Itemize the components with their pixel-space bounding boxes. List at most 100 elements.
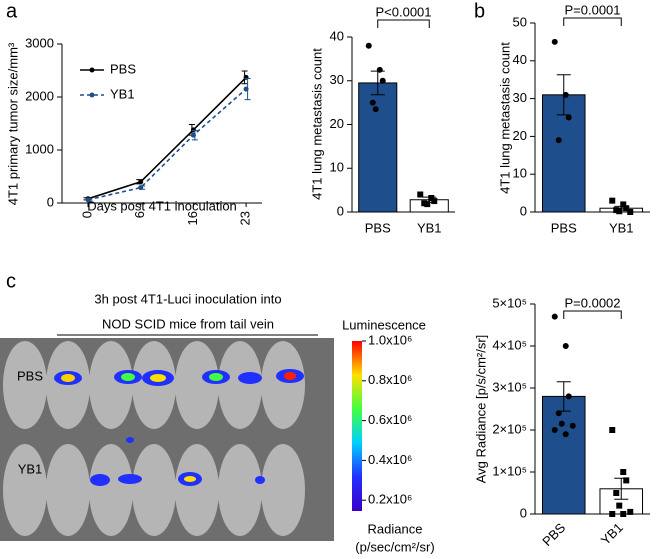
- colorbar-title: Luminescence: [342, 317, 426, 332]
- p-value: P=0.0002: [564, 295, 620, 310]
- bar: [541, 395, 586, 515]
- y-tick-label: 40: [330, 28, 344, 43]
- row-label: PBS: [17, 368, 43, 383]
- line: [87, 76, 247, 200]
- point: [623, 205, 630, 212]
- y-tick-label: 0: [520, 203, 527, 218]
- point: [620, 511, 627, 517]
- significance-bracket: [563, 17, 622, 26]
- colorbar-tick-label: 0.4x10⁶: [368, 452, 412, 467]
- y-tick-label: 0: [47, 194, 54, 209]
- point: [562, 91, 569, 98]
- colorbar: [352, 341, 362, 511]
- panel-label: a: [6, 0, 18, 22]
- x-tick-label: 23: [238, 211, 253, 225]
- y-tick-label: 3000: [25, 35, 54, 50]
- point: [616, 208, 623, 215]
- line: [87, 88, 247, 201]
- point: [372, 106, 379, 113]
- y-tick-label: 30: [513, 90, 527, 105]
- p-value: P=0.0001: [564, 2, 620, 17]
- image-title: NOD SCID mice from tail vein: [102, 316, 274, 331]
- point: [424, 201, 431, 208]
- row-label: YB1: [18, 461, 43, 476]
- point: [555, 410, 562, 417]
- y-tick-label: 5×10⁵: [492, 295, 527, 310]
- y-tick-label: 20: [513, 128, 527, 143]
- panel-label: b: [474, 0, 485, 22]
- point: [565, 114, 572, 121]
- legend-marker: [89, 67, 95, 73]
- y-axis-label: 4T1 lung metastasis count: [497, 42, 512, 194]
- point: [569, 422, 576, 429]
- x-tick-label: PBS: [365, 220, 391, 235]
- colorbar-unit: Radiance: [368, 521, 423, 536]
- bar: [358, 82, 398, 213]
- marker: [138, 185, 144, 191]
- x-tick-label: YB1: [417, 220, 442, 235]
- legend-label: PBS: [110, 61, 136, 76]
- marker: [85, 197, 91, 203]
- y-tick-label: 30: [330, 72, 344, 87]
- y-tick-label: 2×10⁵: [492, 421, 527, 436]
- legend-label: YB1: [110, 86, 135, 101]
- point: [609, 511, 616, 517]
- point: [627, 209, 634, 215]
- point: [428, 195, 435, 201]
- y-tick-label: 40: [513, 52, 527, 67]
- point: [613, 490, 620, 496]
- point: [558, 420, 565, 427]
- y-tick-label: 0: [520, 505, 527, 520]
- y-tick-label: 10: [513, 166, 527, 181]
- x-tick-label: 16: [185, 211, 200, 225]
- y-axis-label: Avg Radiance [p/s/cm²/sr]: [473, 335, 488, 484]
- x-axis-label: Days post 4T1 inoculation: [87, 198, 237, 213]
- point: [609, 197, 616, 204]
- y-tick-label: 1000: [25, 141, 54, 156]
- x-tick-label: YB1: [609, 220, 634, 235]
- colorbar-unit: (p/sec/cm²/sr): [355, 539, 434, 554]
- point: [565, 393, 572, 400]
- marker: [190, 132, 196, 138]
- point: [562, 431, 569, 438]
- point: [551, 427, 558, 433]
- y-tick-label: 50: [513, 14, 527, 29]
- marker: [243, 86, 249, 92]
- x-tick-label: 0: [79, 211, 94, 218]
- point: [620, 469, 627, 475]
- point: [609, 427, 616, 433]
- y-tick-label: 2000: [25, 88, 54, 103]
- y-tick-label: 3×10⁵: [492, 379, 527, 394]
- image-title: 3h post 4T1-Luci inoculation into: [94, 291, 281, 306]
- point: [620, 201, 627, 208]
- marker: [138, 179, 144, 185]
- y-tick-label: 1×10⁵: [492, 463, 527, 478]
- colorbar-tick-label: 0.8x10⁶: [368, 372, 412, 387]
- x-tick-label: 6: [132, 211, 147, 218]
- colorbar-tick-label: 0.2x10⁶: [368, 492, 412, 507]
- point: [379, 77, 386, 84]
- point: [417, 191, 424, 198]
- point: [369, 99, 376, 106]
- point: [616, 502, 623, 509]
- p-value: P<0.0001: [375, 4, 431, 19]
- colorbar-tick-label: 0.6x10⁶: [368, 412, 412, 427]
- x-tick-label: PBS: [539, 520, 568, 549]
- significance-bracket: [377, 19, 430, 28]
- mouse-image: [0, 338, 334, 541]
- panel-label: c: [6, 270, 16, 292]
- y-tick-label: 0: [337, 203, 344, 218]
- x-tick-label: YB1: [598, 520, 626, 548]
- point: [376, 66, 383, 73]
- y-tick-label: 4×10⁵: [492, 337, 527, 352]
- x-tick-label: PBS: [551, 220, 577, 235]
- y-axis-label: 4T1 lung metastasis count: [309, 48, 324, 200]
- y-tick-label: 20: [330, 116, 344, 131]
- point: [551, 313, 558, 320]
- point: [627, 508, 634, 515]
- point: [551, 38, 558, 45]
- significance-bracket: [563, 310, 622, 319]
- point: [562, 343, 569, 349]
- point: [365, 42, 372, 49]
